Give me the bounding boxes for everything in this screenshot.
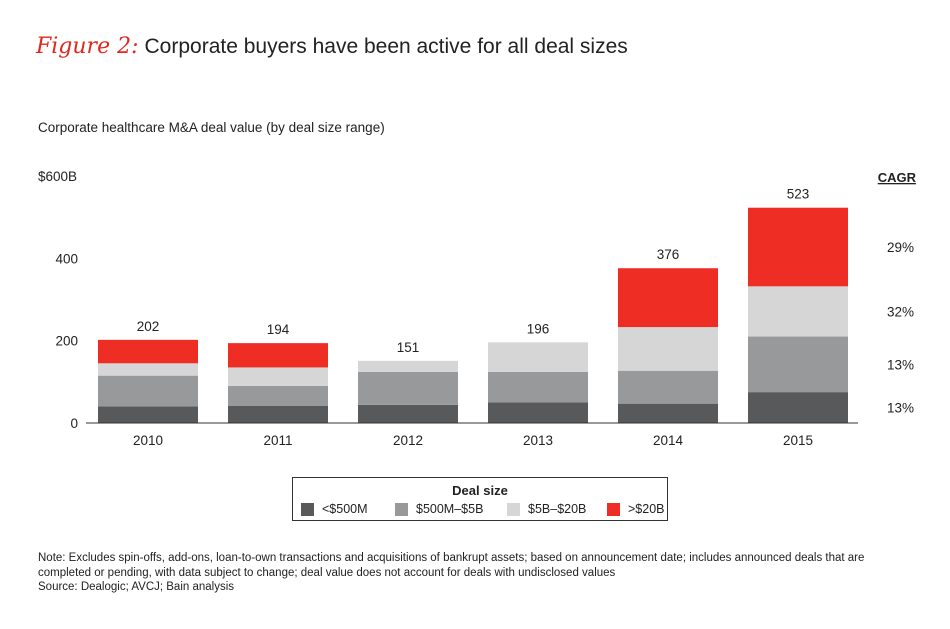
bar-total-label: 151 — [397, 340, 420, 355]
y-tick-label: 400 — [55, 251, 78, 266]
bar-segment — [618, 327, 718, 371]
x-tick-label: 2012 — [393, 433, 423, 448]
legend-swatch — [507, 502, 520, 516]
bar-segment — [228, 343, 328, 368]
cagr-title: CAGR — [878, 170, 917, 185]
y-tick-label: 200 — [55, 334, 78, 349]
footnote: Note: Excludes spin-offs, add-ons, loan-… — [38, 552, 865, 579]
figure-label: Figure 2: — [36, 34, 139, 59]
bar-total-label: 523 — [787, 187, 810, 202]
legend-item-5b-20b: $5B–$20B — [507, 502, 586, 516]
legend: Deal size <$500M $500M–$5B $5B–$20B >$20… — [292, 477, 668, 521]
cagr-label: 13% — [887, 357, 914, 372]
bar-total-label: 196 — [527, 321, 550, 336]
figure-title: Figure 2: Corporate buyers have been acti… — [36, 34, 628, 59]
bar-segment — [618, 403, 718, 423]
bar-segment — [228, 405, 328, 423]
bar-segment — [488, 402, 588, 423]
legend-label: $500M–$5B — [416, 502, 484, 516]
bar-segment — [358, 360, 458, 372]
bar-total-label: 376 — [657, 247, 680, 262]
x-tick-label: 2013 — [523, 433, 553, 448]
legend-label: $5B–$20B — [528, 502, 587, 516]
legend-item-500m-5b: $500M–$5B — [395, 502, 483, 516]
x-tick-label: 2011 — [263, 433, 292, 448]
bar-segment — [98, 406, 198, 423]
source-note: Source: Dealogic; AVCJ; Bain analysis — [38, 581, 235, 593]
x-tick-label: 2010 — [133, 433, 163, 448]
bar-segment — [618, 268, 718, 328]
bar-segment — [488, 371, 588, 403]
bar-total-label: 202 — [137, 319, 160, 334]
bar-segment — [98, 363, 198, 376]
bar-segment — [748, 336, 848, 393]
bar-segment — [618, 370, 718, 404]
legend-swatch — [395, 502, 408, 516]
chart-subtitle: Corporate healthcare M&A deal value (by … — [38, 120, 385, 135]
stacked-bar-chart: 0 200 400 $600B 202 2010 194 2011 151 2012 196 2013… — [38, 169, 917, 448]
x-tick-label: 2015 — [783, 433, 813, 448]
bar-segment — [748, 286, 848, 337]
bar-segment — [358, 371, 458, 405]
y-tick-label: $600B — [38, 169, 77, 184]
bar-segment — [228, 367, 328, 386]
bar-segment — [98, 339, 198, 364]
figure-title-text: Corporate buyers have been active for al… — [144, 35, 628, 58]
cagr-label: 29% — [887, 240, 914, 255]
cagr-label: 13% — [887, 401, 914, 416]
bar-segment — [358, 404, 458, 423]
bar-segment — [98, 375, 198, 407]
bar-segment — [228, 385, 328, 406]
legend-label: <$500M — [322, 502, 368, 516]
legend-label: >$20B — [628, 502, 665, 516]
legend-swatch — [301, 502, 314, 516]
x-tick-label: 2014 — [653, 433, 684, 448]
bar-segment — [488, 342, 588, 372]
y-tick-label: 0 — [70, 416, 78, 431]
bar-segment — [748, 207, 848, 287]
cagr-label: 32% — [887, 304, 914, 319]
legend-title: Deal size — [452, 483, 508, 498]
bar-total-label: 194 — [267, 322, 290, 337]
legend-item-under-500m: <$500M — [301, 502, 368, 516]
legend-item-over-20b: >$20B — [607, 502, 665, 516]
bar-segment — [748, 392, 848, 423]
legend-swatch — [607, 502, 620, 516]
